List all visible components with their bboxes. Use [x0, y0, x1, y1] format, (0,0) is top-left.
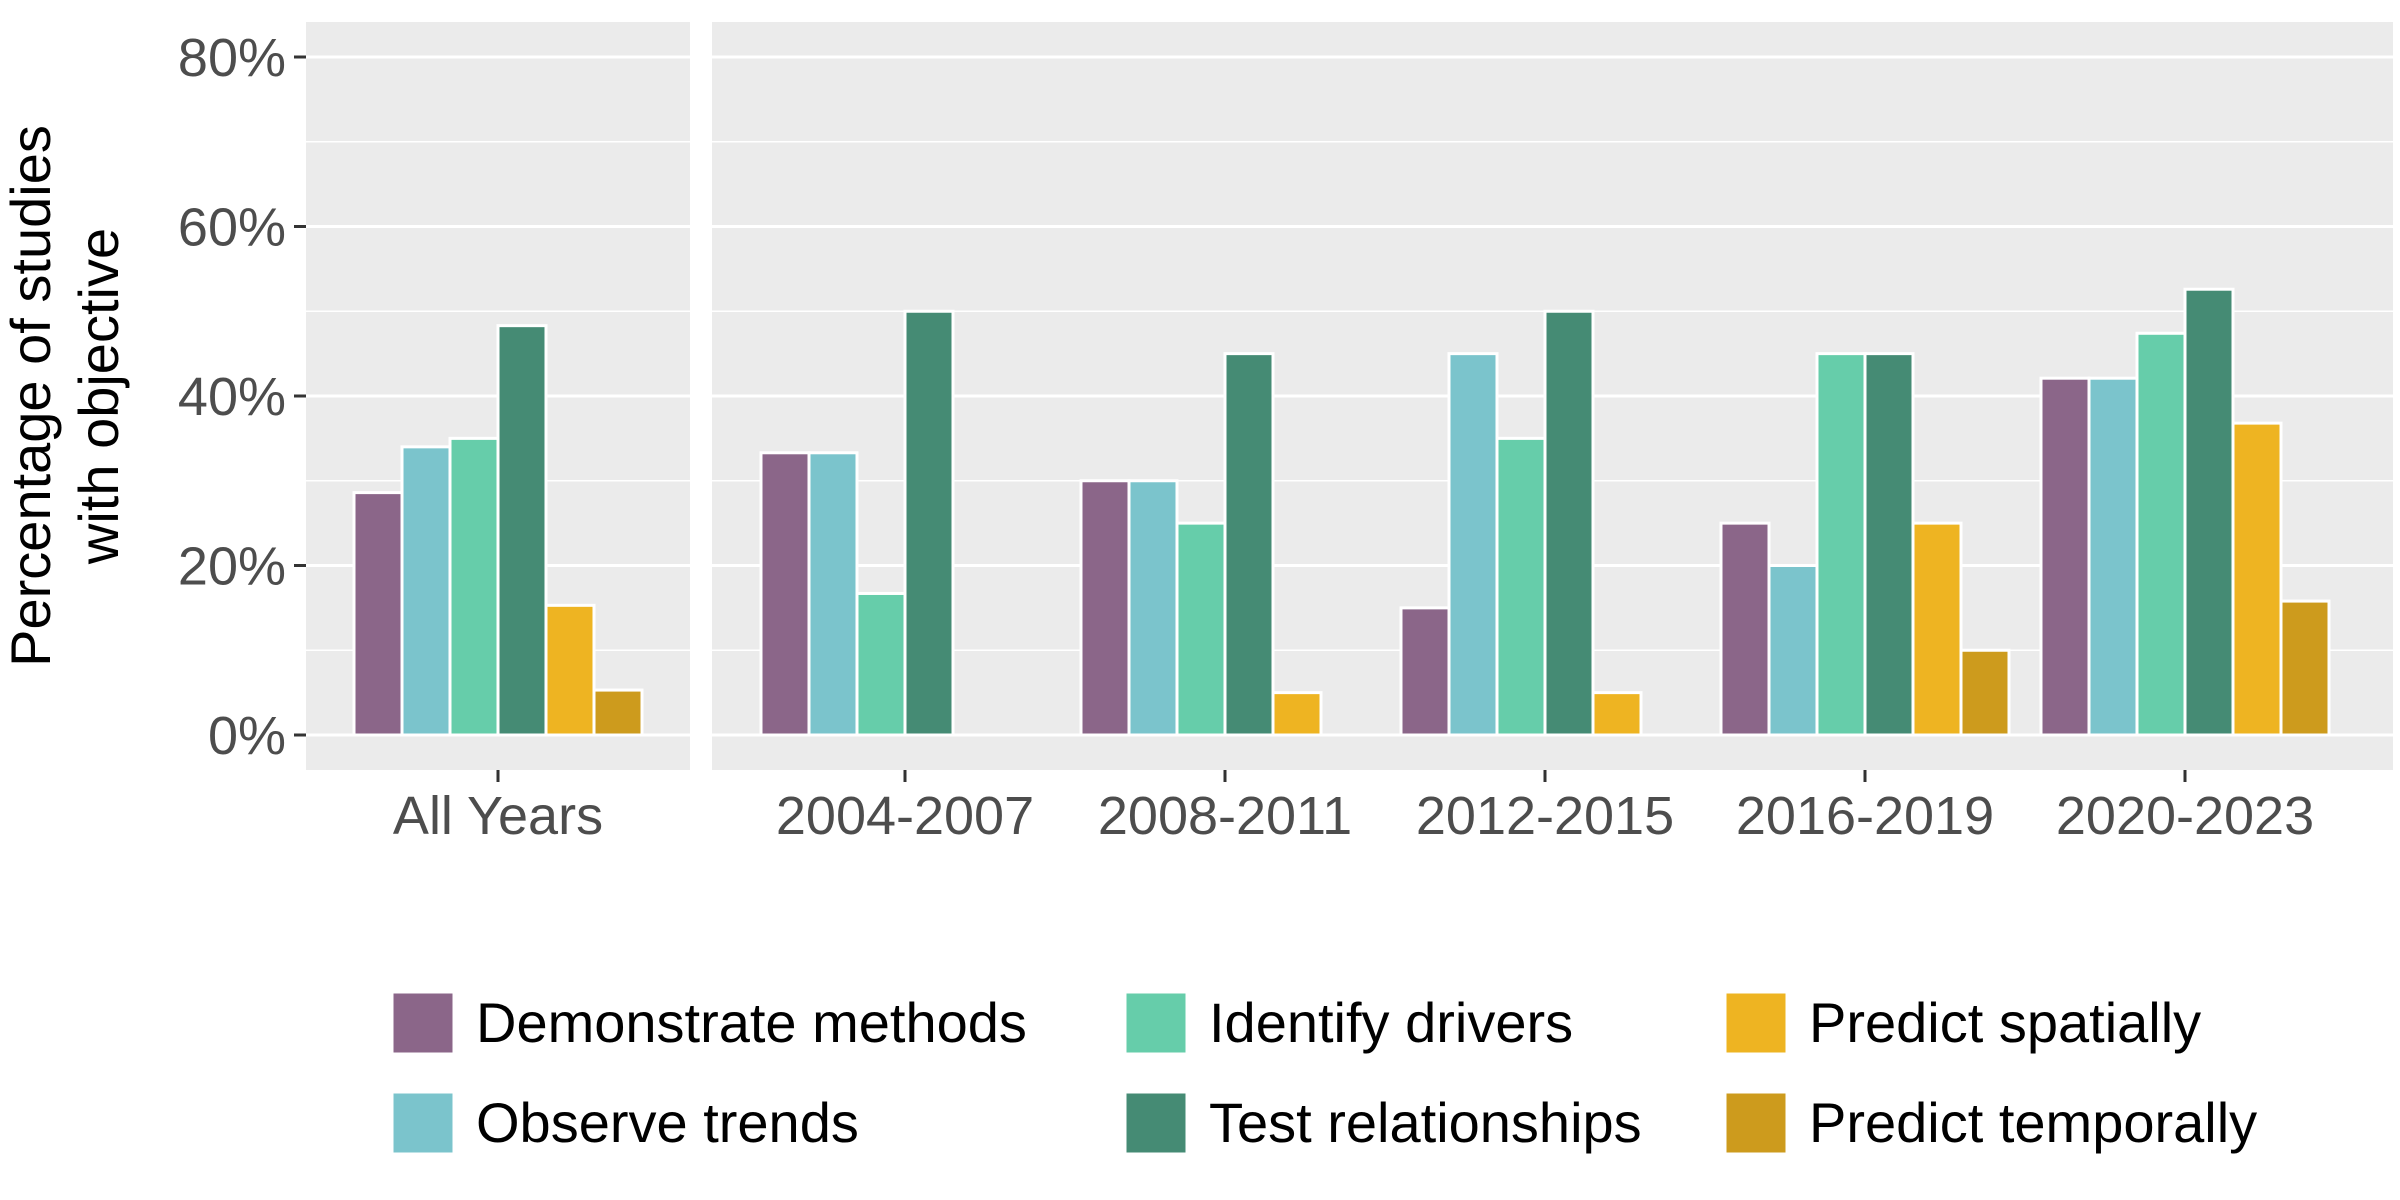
- bar-observe-trends: [1767, 564, 1819, 737]
- legend-label: Predict temporally: [1809, 1091, 2257, 1154]
- x-tick-label: 2016-2019: [1736, 786, 1994, 846]
- bar-demonstrate-methods: [759, 451, 811, 737]
- legend-key: [390, 1090, 456, 1156]
- legend-key: [390, 990, 456, 1056]
- y-axis-title-line-2: with objective: [67, 228, 130, 565]
- y-tick-label: 80%: [178, 28, 286, 88]
- legend-item-predict-temporally: Predict temporally: [1723, 1090, 2257, 1156]
- bar-predict-spatially: [544, 603, 596, 737]
- x-tick-label: 2012-2015: [1416, 786, 1674, 846]
- bar-predict-spatially: [1591, 691, 1643, 737]
- y-axis: 0% 20% 40% 60% 80%: [178, 28, 306, 766]
- bar-observe-trends: [2087, 376, 2139, 737]
- bar-observe-trends: [1447, 352, 1499, 737]
- legend: Demonstrate methods Observe trends Identif…: [390, 990, 2257, 1156]
- legend-key: [1723, 1090, 1789, 1156]
- bar-observe-trends: [807, 451, 859, 737]
- bar-identify-drivers: [1175, 521, 1227, 737]
- bar-predict-spatially: [1271, 691, 1323, 737]
- legend-key: [1123, 990, 1189, 1056]
- legend-label: Test relationships: [1209, 1091, 1642, 1154]
- panel-1: [306, 22, 690, 770]
- legend-item-identify-drivers: Identify drivers: [1123, 990, 1573, 1056]
- panels: [306, 22, 2393, 770]
- bar-demonstrate-methods: [1719, 521, 1771, 737]
- y-tick-label: 60%: [178, 198, 286, 258]
- x-tick-label: All Years: [393, 786, 603, 846]
- bar-test-relationships: [903, 309, 955, 737]
- legend-key: [1723, 990, 1789, 1056]
- bar-predict-temporally: [2279, 599, 2331, 737]
- bar-demonstrate-methods: [352, 491, 404, 737]
- bar-demonstrate-methods: [2039, 376, 2091, 737]
- legend-item-observe-trends: Observe trends: [390, 1090, 859, 1156]
- x-tick-label: 2008-2011: [1098, 786, 1352, 846]
- bar-test-relationships: [1863, 352, 1915, 737]
- bar-demonstrate-methods: [1399, 606, 1451, 737]
- bar-test-relationships: [2183, 287, 2235, 737]
- bar-predict-spatially: [2231, 421, 2283, 737]
- legend-label: Demonstrate methods: [476, 991, 1027, 1054]
- legend-label: Predict spatially: [1809, 991, 2201, 1054]
- legend-item-test-relationships: Test relationships: [1123, 1090, 1642, 1156]
- bar-identify-drivers: [448, 436, 500, 737]
- bar-test-relationships: [496, 324, 548, 737]
- legend-item-demonstrate-methods: Demonstrate methods: [390, 990, 1027, 1056]
- legend-item-predict-spatially: Predict spatially: [1723, 990, 2201, 1056]
- bar-predict-temporally: [592, 688, 644, 737]
- y-tick-label: 20%: [178, 537, 286, 597]
- x-axis: All Years 2004-2007 2008-2011 2012-2015 2016…: [393, 770, 2314, 846]
- y-tick-label: 0%: [208, 706, 286, 766]
- legend-key: [1123, 1090, 1189, 1156]
- bar-identify-drivers: [1815, 352, 1867, 737]
- bar-predict-spatially: [1911, 521, 1963, 737]
- bar-identify-drivers: [2135, 331, 2187, 737]
- bar-test-relationships: [1223, 352, 1275, 737]
- y-tick-label: 40%: [178, 367, 286, 427]
- legend-label: Identify drivers: [1209, 991, 1573, 1054]
- panel-2: [712, 22, 2393, 770]
- bar-identify-drivers: [855, 591, 907, 737]
- bar-predict-temporally: [1959, 648, 2011, 737]
- bar-observe-trends: [1127, 479, 1179, 737]
- x-tick-label: 2004-2007: [776, 786, 1034, 846]
- bar-identify-drivers: [1495, 436, 1547, 737]
- bar-demonstrate-methods: [1079, 479, 1131, 737]
- x-tick-label: 2020-2023: [2056, 786, 2314, 846]
- y-axis-title-line-1: Percentage of studies: [0, 125, 62, 667]
- bar-test-relationships: [1543, 309, 1595, 737]
- bar-observe-trends: [400, 445, 452, 737]
- legend-label: Observe trends: [476, 1091, 859, 1154]
